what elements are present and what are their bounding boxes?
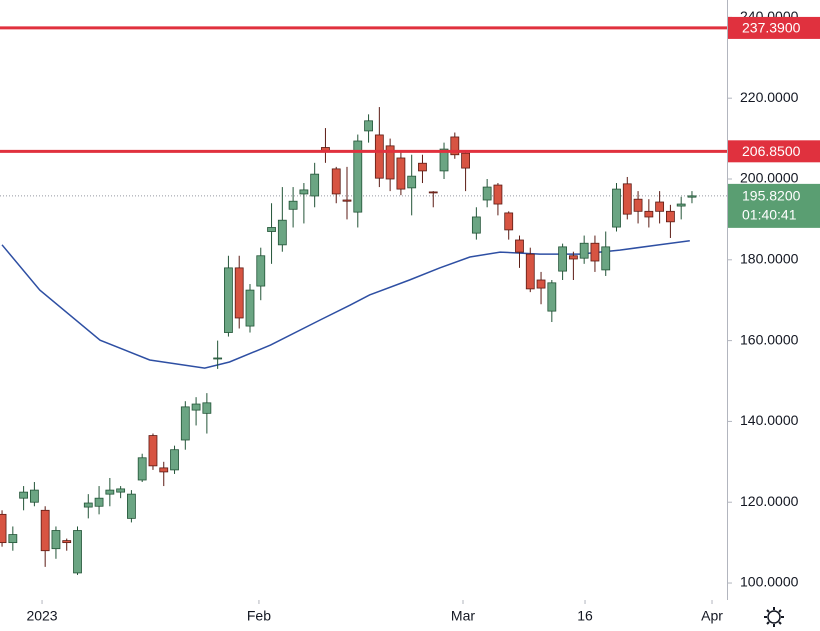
y-tick-label: 160.0000	[740, 331, 799, 347]
x-tick-label: 16	[577, 608, 593, 624]
candle-body	[245, 289, 255, 327]
candle-body	[51, 530, 61, 550]
candle-body	[0, 513, 7, 544]
level-price-box	[728, 16, 820, 39]
candle-body	[8, 534, 18, 544]
candle-body	[73, 530, 82, 574]
candle-body	[191, 403, 201, 411]
candle-body	[396, 157, 406, 190]
level-price-label: 237.3900	[742, 20, 801, 36]
candle-body	[655, 201, 665, 212]
candle-body	[515, 239, 524, 253]
candle-body	[622, 183, 632, 215]
candle-body	[170, 449, 179, 471]
candle-body	[62, 540, 72, 544]
settings-button[interactable]	[764, 607, 784, 627]
price-axis: 100.0000 120.0000 140.0000 160.0000 180.0000…	[727, 0, 820, 600]
candle-body	[342, 199, 352, 202]
candle-body	[687, 195, 697, 198]
candle-body	[224, 267, 233, 333]
candle-body	[116, 488, 126, 493]
candle-body	[461, 152, 470, 169]
candle-body	[428, 191, 438, 194]
candle-body	[202, 402, 212, 414]
y-tick-label: 220.0000	[740, 89, 799, 105]
y-tick-label: 180.0000	[740, 251, 799, 267]
x-tick-label: Mar	[451, 608, 475, 624]
y-tick-label: 200.0000	[740, 170, 799, 186]
y-tick-label: 120.0000	[740, 493, 799, 509]
candle-body	[558, 246, 568, 272]
candle-body	[288, 200, 298, 210]
candle-body	[536, 279, 546, 289]
candle-body	[676, 203, 686, 207]
candle-body	[105, 489, 115, 495]
candle-body	[407, 175, 417, 189]
candle-body	[590, 242, 600, 262]
plot-area	[0, 26, 727, 575]
candle-body	[568, 255, 578, 260]
candle-body	[439, 148, 449, 172]
gear-teeth	[764, 607, 784, 627]
x-tick-label: 2023	[26, 608, 57, 624]
candle-body	[353, 140, 363, 213]
candle-body	[83, 502, 93, 508]
candle-body	[633, 198, 643, 212]
candle-body	[234, 267, 244, 319]
candle-body	[29, 489, 39, 503]
x-tick-label: Feb	[247, 608, 271, 624]
candle-body	[601, 246, 611, 271]
x-tick-label: Apr	[701, 608, 723, 624]
candle-body	[299, 189, 309, 195]
candle-body	[148, 435, 158, 467]
candle-body	[267, 227, 276, 232]
candle-body	[277, 219, 287, 246]
level-price-box	[728, 140, 820, 163]
candle-body	[310, 173, 320, 197]
candle-body	[213, 357, 223, 360]
candle-body	[385, 145, 395, 180]
candle-body	[256, 255, 266, 287]
y-tick-label: 100.0000	[740, 574, 799, 590]
candle-body	[450, 136, 460, 156]
candle-body	[525, 253, 535, 290]
candle-body	[612, 188, 621, 228]
candle-body	[94, 497, 104, 507]
candle-body	[493, 184, 503, 205]
candle-body	[471, 216, 481, 234]
last-price-label: 195.8200	[742, 188, 801, 204]
candle-body	[137, 457, 147, 481]
candle-body	[180, 406, 190, 441]
candle-body	[644, 210, 654, 218]
candle-body	[666, 210, 675, 223]
candle-body	[482, 186, 492, 201]
candle-body	[547, 282, 557, 312]
candle-body	[19, 491, 29, 499]
candle-body	[40, 509, 50, 552]
countdown-label: 01:40:41	[742, 207, 797, 223]
candle-body	[579, 242, 589, 259]
candle-body	[159, 467, 169, 473]
y-tick-label: 140.0000	[740, 412, 799, 428]
gear-icon	[767, 610, 781, 624]
candle-body	[418, 162, 427, 172]
candle-body	[504, 212, 514, 231]
candle-body	[127, 493, 136, 519]
candle-body	[364, 120, 373, 132]
candle-body	[374, 134, 384, 179]
candle-body	[331, 168, 341, 195]
last-price-box	[728, 183, 820, 228]
level-price-label: 206.8500	[742, 143, 801, 159]
